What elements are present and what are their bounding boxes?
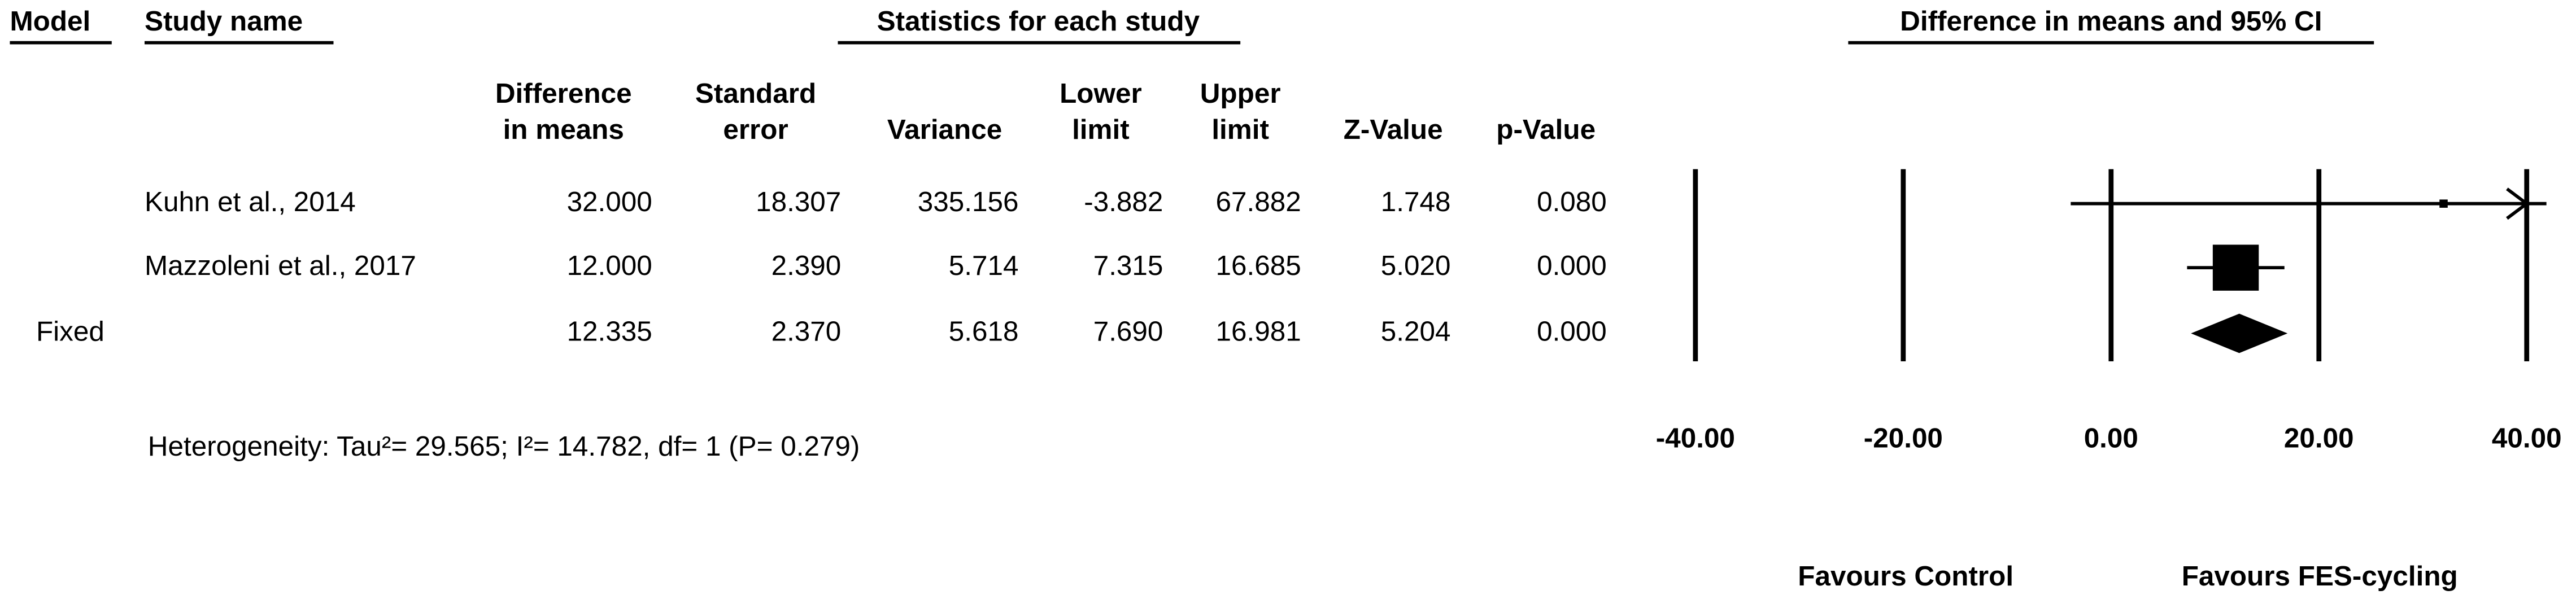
cell: 2.390: [772, 250, 842, 281]
plot-header: Difference in means and 95% CI: [1900, 6, 2322, 37]
cell: 32.000: [567, 186, 652, 217]
column-header: Z-Value: [1344, 114, 1443, 145]
cell: -3.882: [1084, 186, 1163, 217]
column-header: limit: [1211, 114, 1269, 145]
cell: 5.714: [949, 250, 1019, 281]
column-header: limit: [1072, 114, 1130, 145]
column-header: Variance: [887, 114, 1002, 145]
favours-left: Favours Control: [1798, 561, 2013, 592]
model-header: Model: [10, 6, 90, 37]
column-header: Upper: [1200, 78, 1281, 109]
summary-diamond: [2191, 313, 2288, 353]
cell: 0.000: [1537, 250, 1607, 281]
ci-arrow: [2506, 187, 2530, 220]
cell: 0.080: [1537, 186, 1607, 217]
model-name: Fixed: [36, 316, 104, 347]
cell: 5.020: [1381, 250, 1451, 281]
stats-header: Statistics for each study: [877, 6, 1200, 37]
study-name: Mazzoleni et al., 2017: [145, 250, 416, 281]
study-header: Study name: [145, 6, 303, 37]
study-name: Kuhn et al., 2014: [145, 186, 356, 217]
cell: 18.307: [756, 186, 841, 217]
cell: 1.748: [1381, 186, 1451, 217]
column-header: Standard: [695, 78, 816, 109]
effect-square: [2439, 199, 2448, 208]
column-header: p-Value: [1496, 114, 1596, 145]
heterogeneity: Heterogeneity: Tau²= 29.565; I²= 14.782,…: [148, 431, 860, 462]
plot-area: [2071, 199, 2547, 353]
favours-right: Favours FES-cycling: [2182, 561, 2458, 592]
x-tick-label: 20.00: [2284, 423, 2354, 454]
x-tick-label: -20.00: [1864, 423, 1943, 454]
column-header: Difference: [495, 78, 632, 109]
cell: 12.335: [567, 316, 652, 347]
column-header: in means: [503, 114, 624, 145]
cell: 7.690: [1093, 316, 1163, 347]
effect-square: [2212, 244, 2259, 291]
x-tick-label: 0.00: [2084, 423, 2138, 454]
cell: 2.370: [772, 316, 842, 347]
cell: 12.000: [567, 250, 652, 281]
column-header: Lower: [1060, 78, 1142, 109]
cell: 5.618: [949, 316, 1019, 347]
cell: 67.882: [1216, 186, 1301, 217]
cell: 0.000: [1537, 316, 1607, 347]
cell: 16.685: [1216, 250, 1301, 281]
x-tick-label: 40.00: [2492, 423, 2562, 454]
cell: 335.156: [918, 186, 1019, 217]
cell: 7.315: [1093, 250, 1163, 281]
x-tick-label: -40.00: [1656, 423, 1735, 454]
column-header: error: [723, 114, 788, 145]
cell: 5.204: [1381, 316, 1451, 347]
cell: 16.981: [1216, 316, 1301, 347]
